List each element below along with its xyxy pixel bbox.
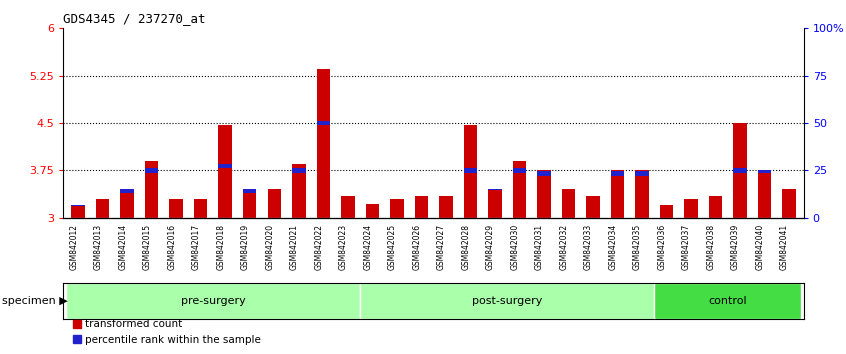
Text: post-surgery: post-surgery — [472, 296, 542, 306]
Bar — [292, 168, 305, 172]
Text: GSM842024: GSM842024 — [363, 224, 372, 270]
Bar — [66, 283, 360, 319]
Bar — [145, 168, 158, 172]
Text: GSM842030: GSM842030 — [510, 224, 519, 270]
Bar — [709, 196, 722, 218]
Bar — [513, 168, 526, 172]
Bar — [71, 205, 85, 218]
Bar — [316, 69, 330, 218]
Bar — [218, 164, 232, 168]
Text: GSM842026: GSM842026 — [412, 224, 421, 270]
Text: GSM842039: GSM842039 — [731, 224, 740, 270]
Bar — [145, 161, 158, 218]
Text: GSM842035: GSM842035 — [633, 224, 642, 270]
Bar — [537, 170, 551, 218]
Bar — [365, 204, 379, 218]
Bar — [660, 205, 673, 218]
Bar — [415, 196, 428, 218]
Text: GSM842019: GSM842019 — [241, 224, 250, 270]
Text: GSM842033: GSM842033 — [584, 224, 593, 270]
Bar — [341, 196, 354, 218]
Text: GSM842037: GSM842037 — [682, 224, 691, 270]
Text: GSM842032: GSM842032 — [559, 224, 569, 270]
Bar — [316, 121, 330, 125]
Text: GSM842041: GSM842041 — [780, 224, 789, 270]
Bar — [537, 171, 551, 176]
Bar — [758, 170, 772, 218]
Bar — [464, 168, 477, 172]
Text: GSM842025: GSM842025 — [387, 224, 397, 270]
Bar — [684, 199, 698, 218]
Text: GSM842034: GSM842034 — [608, 224, 618, 270]
Bar — [635, 170, 649, 218]
Bar — [586, 196, 600, 218]
Text: GSM842031: GSM842031 — [535, 224, 544, 270]
Bar — [488, 189, 502, 218]
Bar — [758, 170, 772, 172]
Text: GSM842040: GSM842040 — [755, 224, 765, 270]
Text: GSM842038: GSM842038 — [706, 224, 716, 270]
Bar — [243, 189, 256, 218]
Text: GSM842016: GSM842016 — [168, 224, 176, 270]
Legend: transformed count, percentile rank within the sample: transformed count, percentile rank withi… — [69, 315, 266, 349]
Bar — [635, 171, 649, 176]
Bar — [390, 199, 404, 218]
Text: GSM842036: GSM842036 — [657, 224, 667, 270]
Text: GSM842028: GSM842028 — [461, 224, 470, 270]
Text: GSM842029: GSM842029 — [486, 224, 495, 270]
Bar — [292, 164, 305, 218]
Bar — [120, 189, 134, 218]
Text: pre-surgery: pre-surgery — [180, 296, 245, 306]
Bar — [611, 170, 624, 218]
Text: GSM842017: GSM842017 — [192, 224, 201, 270]
Text: GSM842012: GSM842012 — [69, 224, 78, 270]
Bar — [120, 189, 134, 193]
Bar — [611, 171, 624, 176]
Bar — [360, 283, 654, 319]
Bar — [464, 125, 477, 218]
Text: control: control — [708, 296, 747, 306]
Bar — [439, 196, 453, 218]
Text: specimen ▶: specimen ▶ — [2, 296, 68, 306]
Bar — [654, 283, 801, 319]
Text: GSM842014: GSM842014 — [118, 224, 127, 270]
Text: GSM842018: GSM842018 — [217, 224, 225, 270]
Bar — [194, 199, 207, 218]
Bar — [733, 123, 747, 218]
Bar — [733, 168, 747, 172]
Bar — [243, 189, 256, 193]
Text: GSM842027: GSM842027 — [437, 224, 446, 270]
Bar — [71, 205, 85, 206]
Text: GSM842022: GSM842022 — [314, 224, 323, 270]
Bar — [513, 161, 526, 218]
Bar — [96, 199, 109, 218]
Text: GSM842013: GSM842013 — [94, 224, 102, 270]
Text: GDS4345 / 237270_at: GDS4345 / 237270_at — [63, 12, 206, 25]
Bar — [267, 189, 281, 218]
Text: GSM842015: GSM842015 — [143, 224, 151, 270]
Bar — [488, 189, 502, 190]
Text: GSM842020: GSM842020 — [266, 224, 274, 270]
Text: GSM842023: GSM842023 — [338, 224, 348, 270]
Bar — [562, 189, 575, 218]
Bar — [218, 125, 232, 218]
Bar — [783, 189, 796, 218]
Bar — [169, 199, 183, 218]
Text: GSM842021: GSM842021 — [290, 224, 299, 270]
